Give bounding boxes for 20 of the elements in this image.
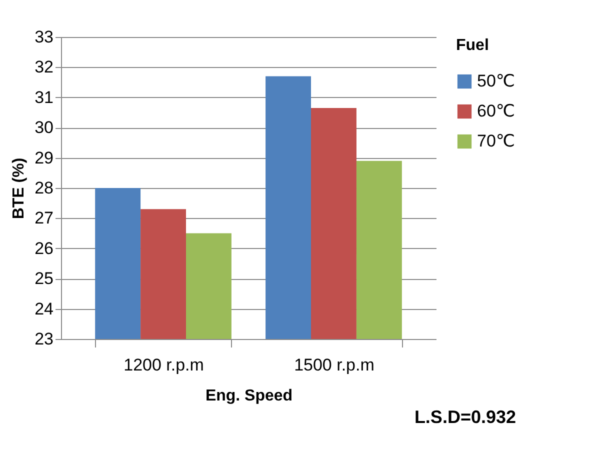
y-tick-label: 26	[34, 238, 54, 258]
y-tick-label: 32	[34, 58, 54, 77]
y-tick-label: 30	[34, 118, 54, 138]
y-axis-title: BTE (%)	[10, 158, 28, 220]
text: L.S.D=0.932	[414, 407, 516, 427]
x-axis-title: Eng. Speed	[205, 388, 293, 404]
y-tick-label: 24	[34, 299, 54, 318]
y-tick-label: 28	[34, 178, 54, 198]
legend-label: 50℃	[477, 72, 516, 90]
y-tick-label: 23	[34, 330, 54, 348]
x-tick-label: 1500 r.p.m	[294, 356, 374, 374]
y-tick-label: 31	[34, 88, 54, 107]
x-tick-label: 1200 r.p.m	[124, 356, 204, 374]
y-tick-label: 33	[34, 28, 54, 46]
legend-title: Fuel	[456, 37, 489, 54]
legend-label: 60℃	[477, 102, 516, 120]
y-tick-label: 29	[34, 148, 54, 168]
y-tick-label: 25	[34, 269, 54, 288]
legend-label: 70℃	[477, 132, 516, 150]
y-tick-label: 27	[34, 208, 54, 228]
